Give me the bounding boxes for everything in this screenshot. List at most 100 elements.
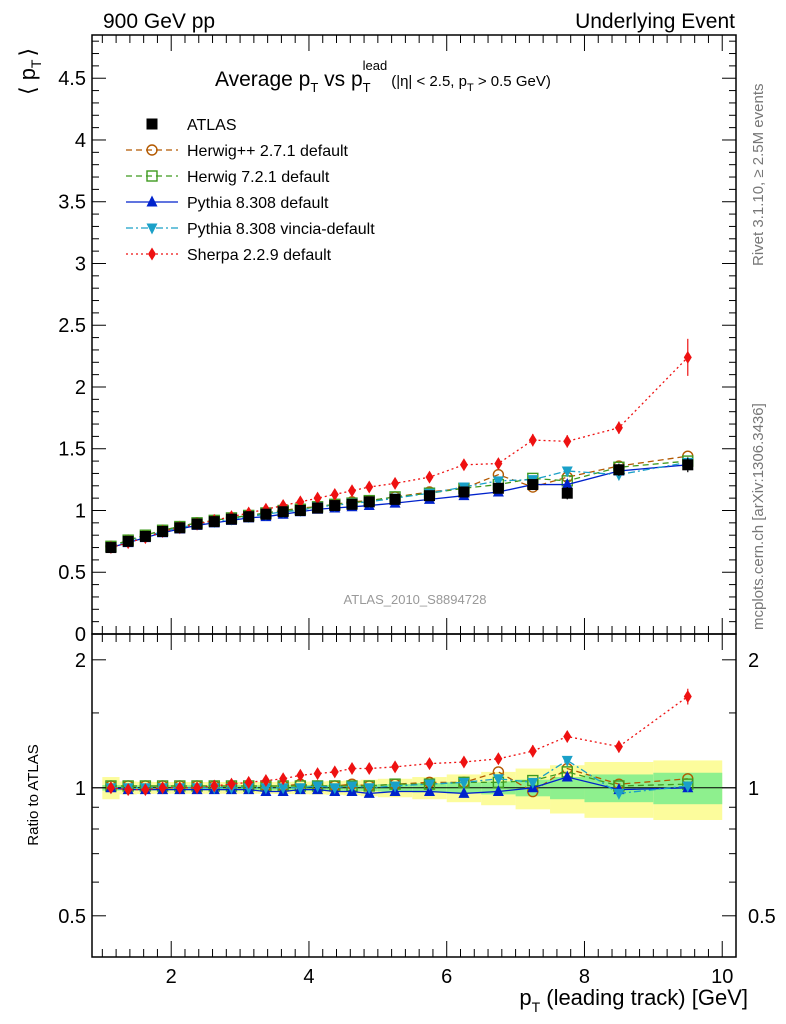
data-point xyxy=(494,457,503,471)
data-point xyxy=(528,433,537,447)
x-axis: 2 4 6 8 10 xyxy=(101,634,733,988)
data-point xyxy=(260,783,272,795)
ratio-y-axis: 0.5 0.5 1 1 2 2 xyxy=(58,650,776,928)
y-tick-label: 4 xyxy=(75,130,86,152)
top-series-atlas xyxy=(105,457,694,554)
legend-marker xyxy=(146,118,158,130)
data-point xyxy=(210,779,219,793)
data-point xyxy=(243,511,255,523)
header-left: 900 GeV pp xyxy=(103,10,215,33)
title-sup: lead xyxy=(363,58,388,73)
y-tick-label: 3 xyxy=(75,253,86,275)
data-point xyxy=(527,777,539,789)
y-tick-label: 2 xyxy=(75,377,86,399)
data-point xyxy=(459,458,468,472)
data-point xyxy=(682,781,694,793)
data-point xyxy=(425,470,434,484)
data-point xyxy=(423,779,435,791)
top-y-label: ⟨ pT ⟩ xyxy=(15,48,44,95)
data-point xyxy=(363,783,375,795)
ratio-y-tick-label: 0.5 xyxy=(58,906,86,928)
data-point xyxy=(105,542,117,554)
ratio-y-tick-label-right: 2 xyxy=(748,650,759,672)
data-point xyxy=(124,783,133,797)
title-cond: (|η| < 2.5, p xyxy=(391,73,467,90)
data-point xyxy=(613,788,625,800)
data-point xyxy=(346,781,358,793)
x-tick-label: 6 xyxy=(441,966,452,988)
data-point xyxy=(561,478,573,490)
data-point xyxy=(193,781,202,795)
data-point xyxy=(389,781,401,793)
data-point xyxy=(174,522,186,534)
data-point xyxy=(528,744,537,758)
top-x-ticks xyxy=(101,35,723,634)
x-tick-label: 2 xyxy=(166,966,177,988)
legend-entry: Pythia 8.308 default xyxy=(126,195,329,212)
x-tick-label: 4 xyxy=(303,966,314,988)
y-tick-label: 0.5 xyxy=(58,562,86,584)
data-point xyxy=(122,535,134,547)
data-point xyxy=(458,786,470,798)
xlabel-rest: (leading track) [GeV] xyxy=(540,985,748,1010)
analysis-watermark: ATLAS_2010_S8894728 xyxy=(344,592,487,607)
y-tick-label: 1 xyxy=(75,500,86,522)
data-point xyxy=(225,513,237,525)
data-point xyxy=(458,486,470,498)
data-point xyxy=(613,464,625,476)
data-point xyxy=(682,459,694,471)
data-point xyxy=(312,502,324,514)
legend-entry: ATLAS xyxy=(146,117,237,134)
legend-marker xyxy=(148,247,156,261)
data-point xyxy=(330,487,339,501)
ratio-y-label: Ratio to ATLAS xyxy=(25,744,42,845)
top-series-pythia-8-308-default xyxy=(105,458,694,553)
data-point xyxy=(561,487,573,499)
data-point xyxy=(141,783,150,797)
data-point xyxy=(683,350,692,364)
data-point xyxy=(459,755,468,769)
data-point xyxy=(683,689,692,703)
ratio-series-sherpa-2-2-9-default xyxy=(106,688,692,797)
data-point xyxy=(277,783,289,795)
data-point xyxy=(329,783,341,795)
legend-marker xyxy=(146,170,158,182)
ratio-y-tick-label-right: 0.5 xyxy=(748,906,776,928)
ratio-y-tick-label: 1 xyxy=(75,778,86,800)
x-tick-label: 10 xyxy=(711,966,733,988)
xlabel-main: p xyxy=(519,985,531,1010)
data-point xyxy=(492,785,504,797)
data-point xyxy=(614,421,623,435)
data-point xyxy=(329,500,341,512)
data-point xyxy=(312,781,324,793)
y-tick-label: 4.5 xyxy=(58,68,86,90)
data-point xyxy=(391,760,400,774)
title-cond-sub: T xyxy=(467,82,474,94)
data-point xyxy=(277,506,289,518)
data-point xyxy=(423,490,435,502)
ratio-panel: 0.5 0.5 1 1 2 2 2 4 6 8 10 Ratio to ATLAS pT (lea… xyxy=(25,633,776,1015)
data-point xyxy=(158,781,167,795)
x-axis-label: pT (leading track) [GeV] xyxy=(519,985,748,1015)
data-point xyxy=(391,476,400,490)
legend: ATLAS Herwig++ 2.7.1 default Herwig 7.2.1 … xyxy=(126,117,375,264)
x-tick-label: 8 xyxy=(579,966,590,988)
legend-entry: Sherpa 2.2.9 default xyxy=(126,247,332,264)
data-point xyxy=(348,762,357,776)
top-y-axis: 0 0.5 1 1.5 2 2.5 3 3.5 4 4.5 xyxy=(58,40,736,646)
data-point xyxy=(330,765,339,779)
data-point xyxy=(561,755,573,767)
data-point xyxy=(563,434,572,448)
ratio-y-tick-label: 2 xyxy=(75,650,86,672)
data-point xyxy=(492,476,504,488)
y-tick-label: 2.5 xyxy=(58,315,86,337)
series-line xyxy=(110,771,688,787)
legend-label: Pythia 8.308 vincia-default xyxy=(187,221,375,238)
legend-entry: Herwig++ 2.7.1 default xyxy=(126,143,349,160)
data-point xyxy=(561,466,573,478)
data-point xyxy=(365,480,374,494)
data-point xyxy=(458,777,470,789)
data-point xyxy=(527,479,539,491)
xlabel-sub: T xyxy=(532,999,541,1015)
